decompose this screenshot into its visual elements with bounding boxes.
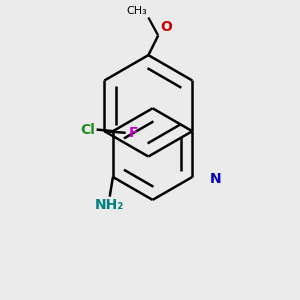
Text: Cl: Cl: [80, 123, 95, 136]
Text: N: N: [209, 172, 221, 186]
Text: F: F: [128, 126, 138, 140]
Text: O: O: [160, 20, 172, 34]
Text: NH₂: NH₂: [95, 198, 124, 212]
Text: CH₃: CH₃: [126, 6, 147, 16]
